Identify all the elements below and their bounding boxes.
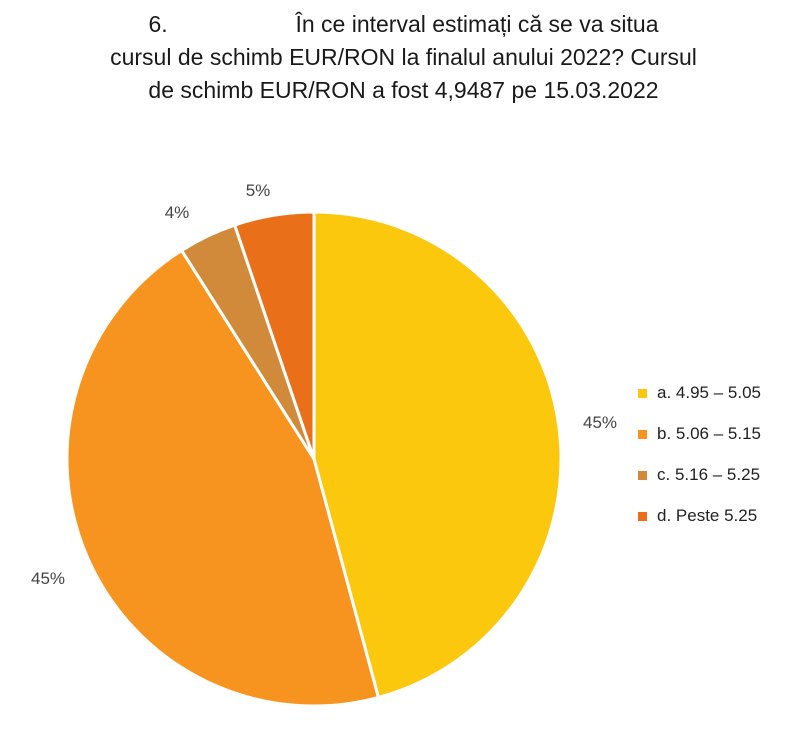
legend-label-a: a. 4.95 – 5.05 [657, 383, 761, 402]
chart-title-line-3: de schimb EUR/RON a fost 4,9487 pe 15.03… [148, 77, 659, 103]
legend-label-b: b. 5.06 – 5.15 [657, 424, 761, 443]
legend-swatch-b [638, 429, 647, 439]
legend-label-c: c. 5.16 – 5.25 [657, 465, 761, 484]
legend-swatch-d [638, 511, 647, 521]
legend-item-b: b. 5.06 – 5.15 [638, 424, 761, 444]
legend-swatch-a [638, 388, 647, 398]
chart-title: 6. În ce interval estimați că se va situ… [0, 8, 807, 107]
legend-item-a: a. 4.95 – 5.05 [638, 383, 761, 403]
data-label-b: 45% [31, 569, 65, 588]
legend: a. 4.95 – 5.05 b. 5.06 – 5.15 c. 5.16 – … [638, 383, 761, 547]
data-label-a: 45% [583, 413, 617, 432]
chart-title-line-1: 6. În ce interval estimați că se va situ… [148, 11, 659, 37]
data-label-c: 4% [165, 203, 190, 222]
legend-swatch-c [638, 470, 647, 480]
legend-item-d: d. Peste 5.25 [638, 506, 761, 526]
pie-slices [65, 210, 563, 708]
pie-slice-a [312, 210, 563, 699]
data-label-d: 5% [246, 181, 271, 200]
legend-item-c: c. 5.16 – 5.25 [638, 465, 761, 485]
pie-slice-b [65, 248, 380, 708]
legend-label-d: d. Peste 5.25 [657, 506, 758, 525]
chart-title-line-2: cursul de schimb EUR/RON la finalul anul… [110, 44, 697, 70]
pie-data-labels: 45% 45% 4% 5% [31, 181, 617, 588]
pie-slice-d [233, 210, 316, 461]
